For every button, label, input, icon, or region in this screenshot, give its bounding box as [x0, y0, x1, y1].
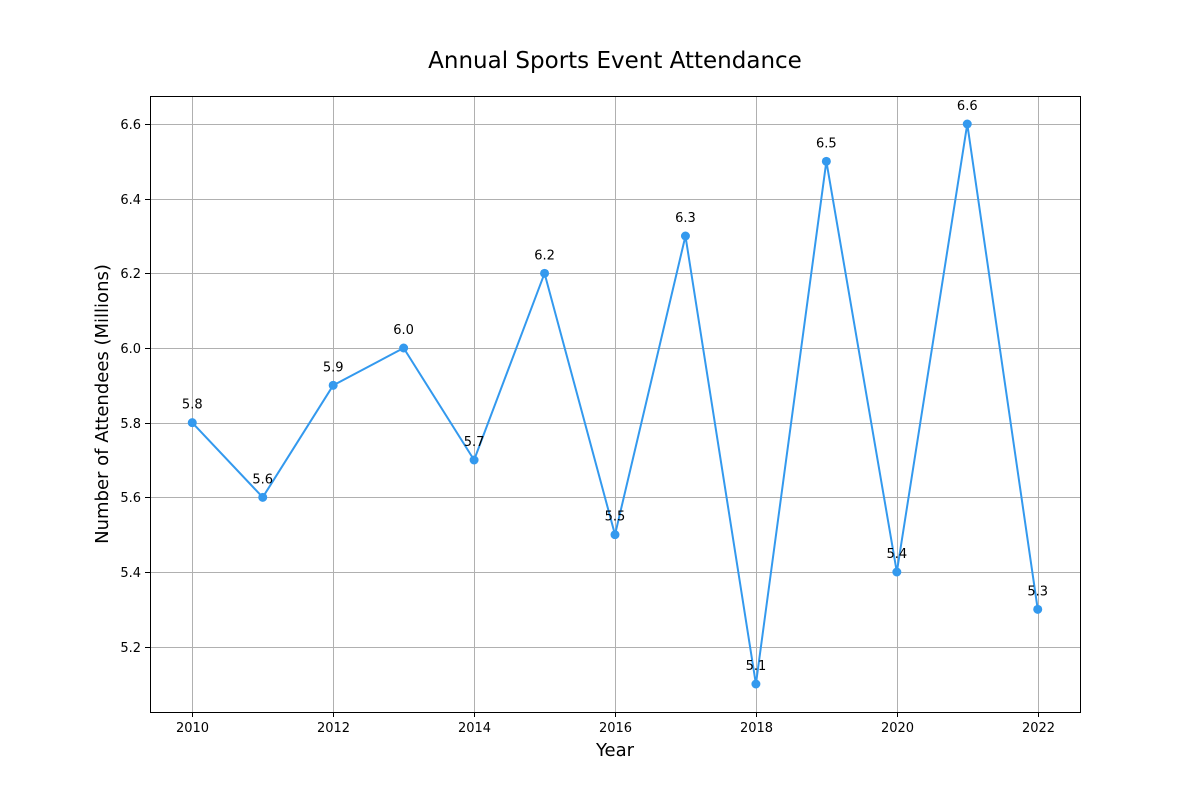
chart-title: Annual Sports Event Attendance	[428, 48, 802, 74]
y-tick-label: 5.8	[120, 417, 141, 432]
data-label: 6.5	[816, 136, 837, 151]
y-tick-label: 6.0	[120, 342, 141, 357]
data-label: 6.0	[393, 323, 414, 338]
data-label: 6.2	[534, 248, 555, 263]
data-label: 5.8	[182, 398, 203, 413]
data-point	[962, 119, 972, 129]
data-point	[328, 380, 338, 390]
axis-ticks: 2010 2012 2014 2016 2018 2020 2022 5.2 5.4 5.6 5.8…	[120, 118, 1055, 736]
data-label: 5.4	[886, 547, 907, 562]
data-label: 5.1	[746, 659, 767, 674]
y-tick-label: 6.2	[120, 267, 141, 282]
y-tick-label: 5.4	[120, 566, 141, 581]
data-label: 5.7	[464, 435, 485, 450]
x-tick-label: 2022	[1022, 721, 1055, 736]
x-tick-label: 2012	[317, 721, 350, 736]
data-point	[187, 418, 197, 428]
data-point	[258, 492, 268, 502]
x-tick-label: 2016	[599, 721, 632, 736]
data-label: 6.6	[957, 99, 978, 114]
x-tick-label: 2020	[881, 721, 914, 736]
data-point	[821, 156, 831, 166]
y-tick-label: 5.6	[120, 491, 141, 506]
series-layer	[187, 119, 1043, 689]
y-tick-label: 5.2	[120, 641, 141, 656]
grid-lines	[150, 96, 1080, 712]
data-label: 6.3	[675, 211, 696, 226]
y-tick-label: 6.4	[120, 193, 141, 208]
data-point	[892, 567, 902, 577]
y-tick-label: 6.6	[120, 118, 141, 133]
data-point	[610, 530, 620, 540]
data-labels: 5.8 5.6 5.9 6.0 5.7 6.2 5.5 6.3 5.1 6.5 5.4 6.6 5.3	[182, 99, 1048, 674]
data-point	[399, 343, 409, 353]
x-axis-label: Year	[595, 740, 635, 761]
x-tick-label: 2018	[740, 721, 773, 736]
data-label: 5.9	[323, 360, 344, 375]
x-tick-label: 2014	[458, 721, 491, 736]
data-point	[751, 679, 761, 689]
y-axis-label: Number of Attendees (Millions)	[92, 264, 113, 544]
x-tick-label: 2010	[176, 721, 209, 736]
data-point	[469, 455, 479, 465]
data-label: 5.3	[1027, 584, 1048, 599]
data-point	[540, 268, 550, 278]
data-point	[1033, 604, 1043, 614]
data-label: 5.5	[605, 510, 626, 525]
data-point	[680, 231, 690, 241]
data-label: 5.6	[252, 472, 273, 487]
